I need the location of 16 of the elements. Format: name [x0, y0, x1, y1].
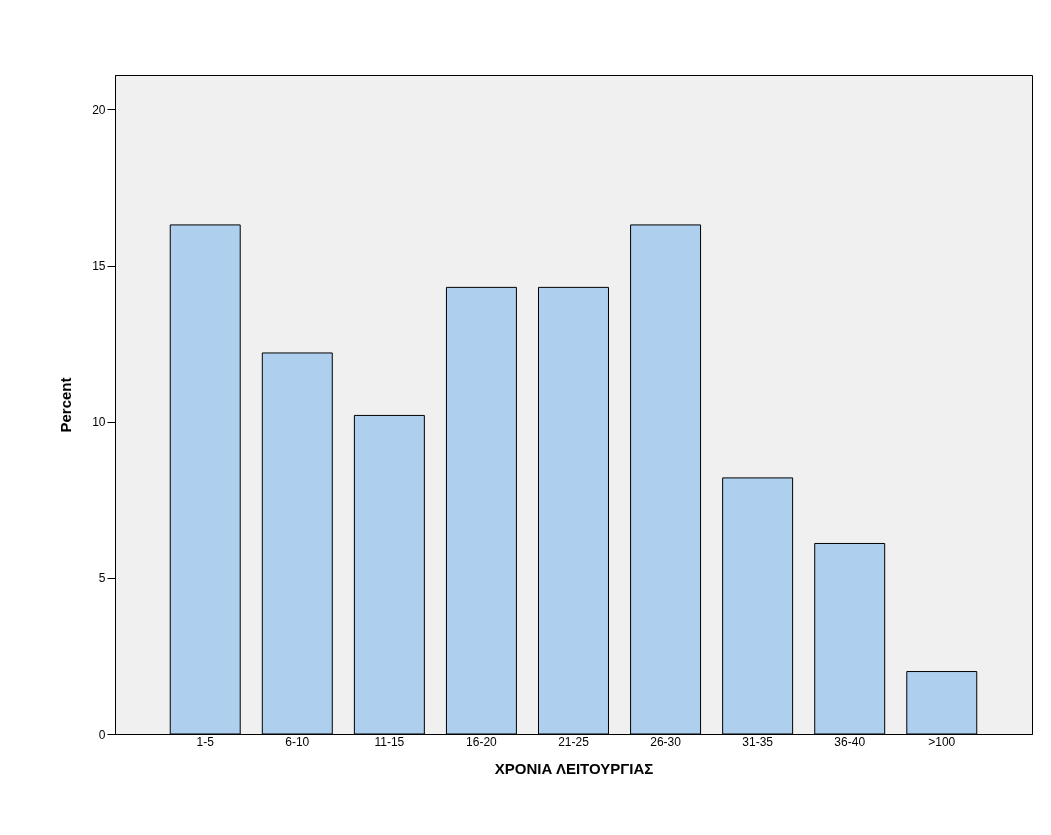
x-tick-label: >100: [928, 734, 956, 749]
y-tick-label: 15: [92, 259, 106, 274]
y-tick-label: 5: [98, 571, 106, 586]
y-tick-label: 0: [98, 727, 106, 742]
x-tick-label: 31-35: [742, 734, 774, 749]
x-tick-label: 1-5: [196, 734, 215, 749]
x-tick-label: 11-15: [374, 734, 405, 749]
x-tick-label: 36-40: [834, 734, 866, 749]
x-tick-label: 26-30: [650, 734, 682, 749]
y-tick-label: 20: [92, 102, 106, 117]
x-axis-title: ΧΡΟΝΙΑ ΛΕΙΤΟΥΡΓΙΑΣ: [494, 759, 654, 777]
x-tick-label: 16-20: [466, 734, 498, 749]
y-tick-label: 10: [92, 415, 106, 430]
x-tick-label: 6-10: [285, 734, 310, 749]
x-tick-label: 21-25: [558, 734, 590, 749]
y-axis-title: Percent: [57, 377, 75, 433]
